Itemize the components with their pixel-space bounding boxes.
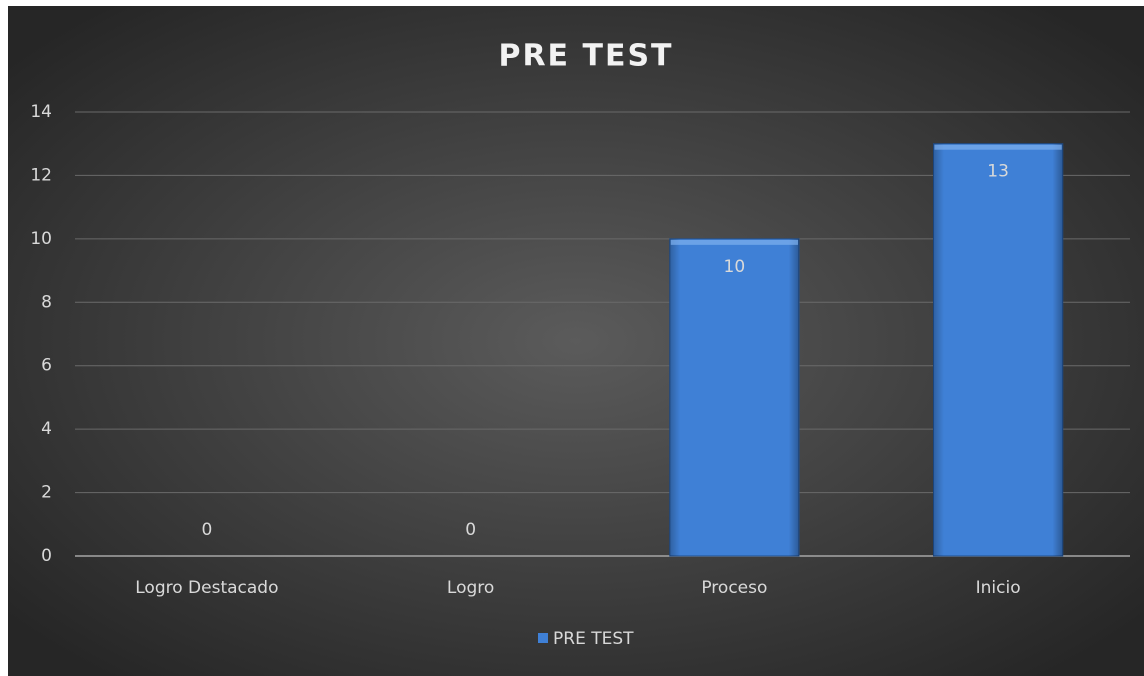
data-label: 0 — [465, 520, 476, 540]
chart-title: PRE TEST — [498, 39, 673, 74]
x-tick-label: Inicio — [976, 578, 1021, 598]
y-tick-label: 2 — [41, 483, 52, 503]
y-tick-label: 10 — [30, 229, 52, 249]
bar — [669, 238, 800, 557]
y-tick-label: 0 — [41, 546, 52, 566]
y-tick-label: 14 — [30, 102, 52, 122]
bar — [933, 143, 1064, 557]
x-tick-label: Proceso — [701, 578, 767, 598]
legend-label: PRE TEST — [553, 629, 634, 649]
data-label: 13 — [987, 162, 1009, 182]
y-tick-label: 4 — [41, 419, 52, 439]
y-tick-label: 6 — [41, 356, 52, 376]
legend-swatch — [538, 633, 548, 643]
bar-bevel — [670, 239, 798, 245]
y-tick-label: 8 — [41, 292, 52, 312]
y-tick-label: 12 — [30, 165, 52, 185]
data-label: 10 — [724, 257, 746, 277]
bar-bevel — [934, 144, 1062, 150]
x-tick-label: Logro — [447, 578, 494, 598]
data-label: 0 — [201, 520, 212, 540]
x-tick-label: Logro Destacado — [135, 578, 278, 598]
